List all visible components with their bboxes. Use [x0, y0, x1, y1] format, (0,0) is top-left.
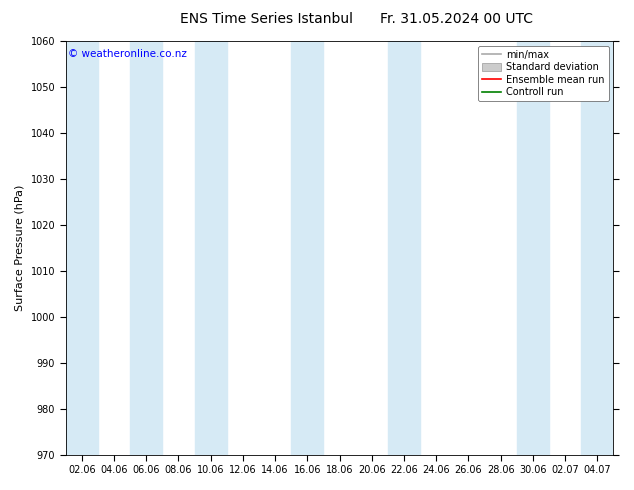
Y-axis label: Surface Pressure (hPa): Surface Pressure (hPa): [15, 185, 25, 311]
Text: ENS Time Series Istanbul: ENS Time Series Istanbul: [180, 12, 353, 26]
Bar: [291, 41, 323, 455]
Bar: [388, 41, 420, 455]
Bar: [517, 41, 549, 455]
Bar: [65, 41, 98, 455]
Bar: [195, 41, 227, 455]
Text: © weatheronline.co.nz: © weatheronline.co.nz: [68, 49, 187, 59]
Text: Fr. 31.05.2024 00 UTC: Fr. 31.05.2024 00 UTC: [380, 12, 533, 26]
Bar: [581, 41, 614, 455]
Legend: min/max, Standard deviation, Ensemble mean run, Controll run: min/max, Standard deviation, Ensemble me…: [478, 46, 609, 101]
Bar: [130, 41, 162, 455]
